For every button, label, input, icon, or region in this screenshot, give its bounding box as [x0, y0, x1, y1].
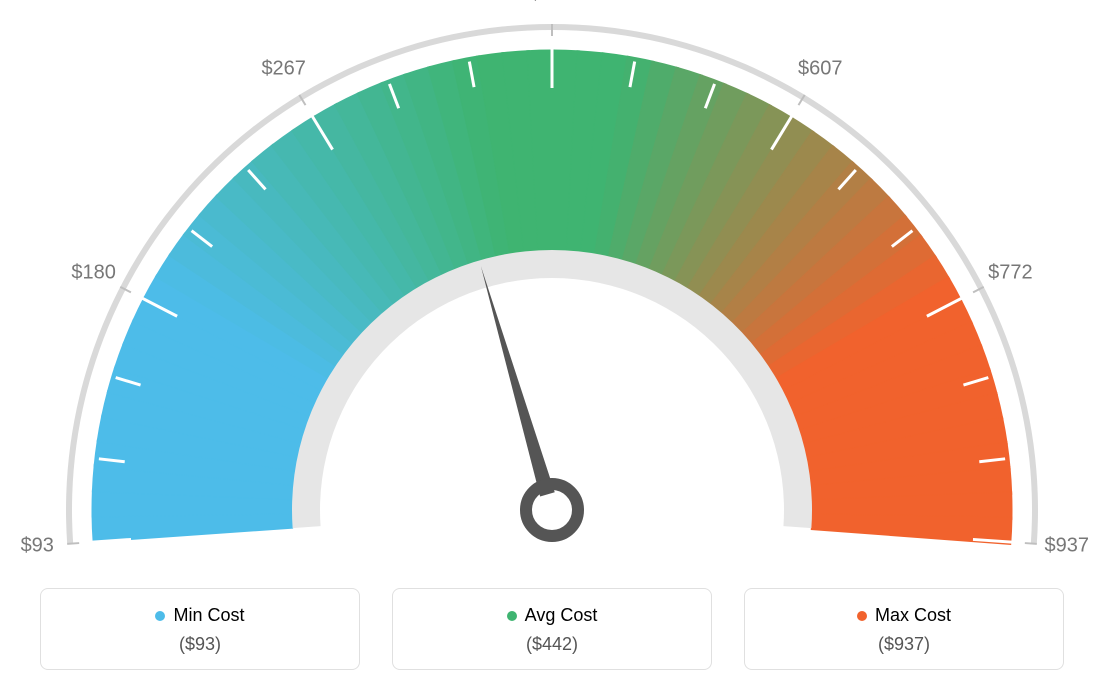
legend-avg-label-text: Avg Cost [525, 605, 598, 626]
legend-avg-value: ($442) [393, 634, 711, 655]
gauge-tick-label: $93 [21, 534, 54, 557]
legend-max-label-text: Max Cost [875, 605, 951, 626]
gauge-area: $93 $180 $267 $442 $607 $772 $937 [0, 0, 1104, 580]
dot-icon [507, 611, 517, 621]
gauge-tick-label: $772 [988, 262, 1033, 285]
gauge-tick-label: $180 [71, 262, 116, 285]
legend-min-value: ($93) [41, 634, 359, 655]
legend-min-label-text: Min Cost [173, 605, 244, 626]
legend-row: Min Cost ($93) Avg Cost ($442) Max Cost … [0, 588, 1104, 670]
gauge-tick-label: $937 [1044, 534, 1089, 557]
cost-gauge-chart: $93 $180 $267 $442 $607 $772 $937 Min Cost ($9… [0, 0, 1104, 690]
legend-avg-label: Avg Cost [507, 605, 598, 626]
legend-max: Max Cost ($937) [744, 588, 1064, 670]
dot-icon [857, 611, 867, 621]
legend-max-value: ($937) [745, 634, 1063, 655]
gauge-tick-label: $607 [798, 58, 843, 81]
legend-min-label: Min Cost [155, 605, 244, 626]
legend-max-label: Max Cost [857, 605, 951, 626]
gauge-tick-label: $442 [530, 0, 575, 6]
dot-icon [155, 611, 165, 621]
legend-min: Min Cost ($93) [40, 588, 360, 670]
gauge-svg [0, 0, 1104, 580]
gauge-tick-label: $267 [261, 58, 306, 81]
legend-avg: Avg Cost ($442) [392, 588, 712, 670]
